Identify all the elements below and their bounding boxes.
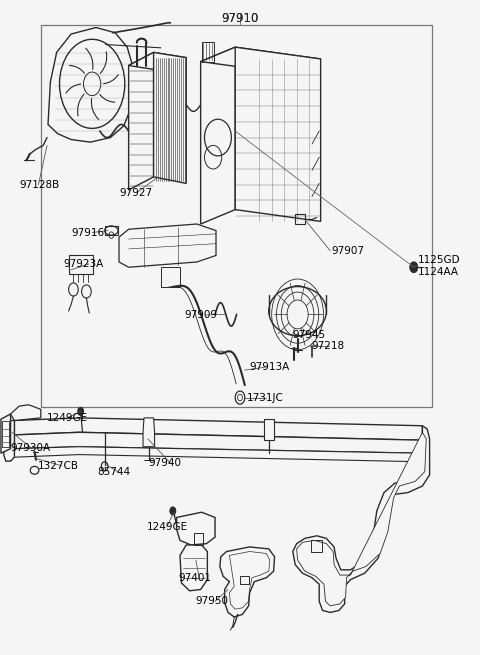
Text: 97913A: 97913A	[250, 362, 290, 372]
Text: 97401: 97401	[179, 572, 212, 583]
Bar	[41, 25, 432, 407]
Text: 97910: 97910	[221, 12, 259, 25]
Text: 97927: 97927	[119, 187, 152, 198]
Text: 97923A: 97923A	[64, 259, 104, 269]
Text: 97907: 97907	[331, 246, 364, 256]
Text: 97128B: 97128B	[19, 179, 60, 190]
Bar	[202, 42, 214, 62]
Text: 1249GE: 1249GE	[146, 521, 188, 532]
Circle shape	[410, 262, 418, 272]
Bar	[194, 533, 203, 545]
Circle shape	[170, 507, 176, 515]
Polygon shape	[177, 512, 215, 545]
Polygon shape	[201, 47, 235, 224]
Polygon shape	[297, 432, 426, 606]
Text: 1125GD: 1125GD	[418, 255, 460, 265]
Bar	[240, 576, 249, 584]
Polygon shape	[129, 52, 154, 190]
Ellipse shape	[269, 287, 326, 335]
Polygon shape	[154, 52, 186, 183]
Polygon shape	[119, 224, 216, 267]
Text: 97910: 97910	[221, 12, 259, 25]
Polygon shape	[143, 418, 155, 447]
Polygon shape	[14, 432, 422, 453]
Polygon shape	[264, 419, 274, 440]
Text: 97950: 97950	[196, 596, 229, 607]
Polygon shape	[4, 421, 14, 461]
Polygon shape	[129, 52, 186, 71]
Text: 1731JC: 1731JC	[247, 392, 284, 403]
Text: 97218: 97218	[311, 341, 344, 351]
Text: 97940: 97940	[149, 458, 182, 468]
Text: 97945: 97945	[293, 329, 326, 340]
Polygon shape	[11, 405, 41, 421]
Polygon shape	[14, 418, 422, 440]
Text: 85744: 85744	[97, 467, 130, 477]
Polygon shape	[220, 547, 275, 617]
Polygon shape	[48, 28, 133, 142]
Text: 1124AA: 1124AA	[418, 267, 458, 277]
Text: 1327CB: 1327CB	[37, 460, 78, 471]
Bar	[2, 421, 9, 447]
Bar	[161, 267, 180, 287]
Bar	[311, 540, 322, 552]
Text: 97916: 97916	[71, 227, 104, 238]
Text: 97909: 97909	[185, 310, 218, 320]
Bar	[295, 214, 305, 224]
Text: 1249GE: 1249GE	[47, 413, 88, 423]
Circle shape	[78, 407, 84, 415]
Polygon shape	[201, 47, 321, 73]
Bar	[105, 226, 118, 235]
Polygon shape	[235, 47, 321, 221]
Polygon shape	[14, 447, 422, 462]
Polygon shape	[293, 426, 430, 612]
Text: 97930A: 97930A	[11, 443, 51, 453]
Polygon shape	[1, 414, 11, 453]
Polygon shape	[180, 545, 207, 591]
